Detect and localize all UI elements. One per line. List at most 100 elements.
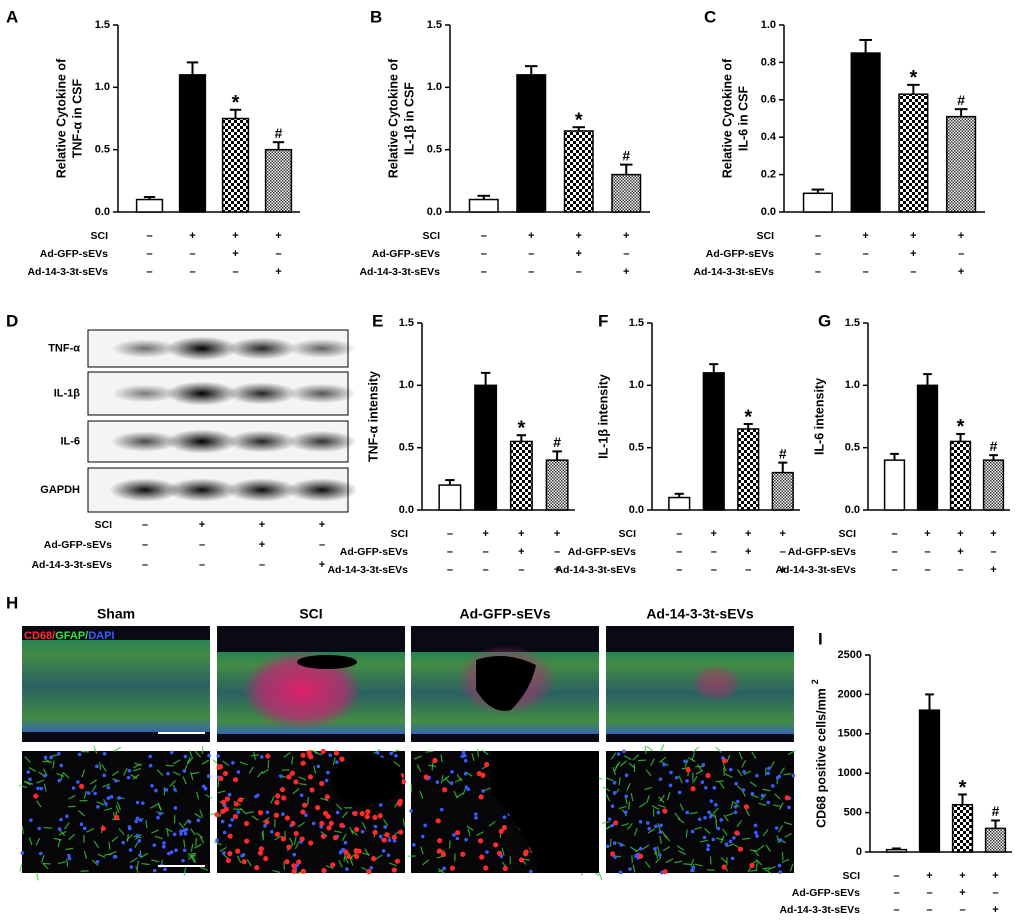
condition-sign: +: [319, 559, 325, 571]
astrocyte: [130, 774, 138, 779]
condition-sign: –: [711, 564, 717, 576]
blot-band: [111, 339, 179, 358]
condition-sign: –: [447, 528, 453, 540]
astrocyte: [632, 754, 640, 761]
astrocyte: [178, 822, 185, 829]
astrocyte: [416, 764, 422, 772]
astrocyte: [341, 811, 348, 819]
group-title: SCI: [299, 606, 322, 622]
condition-label: Ad-14-3-3t-sEVs: [775, 564, 856, 576]
astrocyte: [657, 804, 666, 808]
nucleus: [220, 819, 225, 824]
astrocyte: [310, 749, 319, 754]
macrophage: [394, 858, 401, 864]
astrocyte: [113, 746, 122, 752]
astrocyte: [688, 757, 696, 763]
astrocyte: [195, 837, 198, 846]
nucleus: [659, 823, 663, 828]
condition-sign: –: [893, 887, 899, 899]
astrocyte: [188, 749, 193, 758]
astrocyte: [697, 763, 703, 772]
nucleus: [167, 851, 171, 856]
astrocyte: [789, 863, 794, 872]
macrophage: [300, 809, 306, 815]
y-tick-label: 0.0: [761, 206, 776, 218]
nucleus: [326, 770, 330, 775]
astrocyte: [35, 837, 41, 846]
astrocyte: [481, 749, 489, 756]
astrocyte: [245, 811, 254, 814]
condition-sign: +: [189, 230, 195, 242]
significance-mark: *: [959, 777, 967, 799]
astrocyte: [715, 780, 724, 783]
macrophage: [214, 812, 220, 818]
macrophage: [749, 862, 755, 869]
macrophage: [300, 868, 307, 874]
astrocyte: [689, 811, 698, 815]
condition-sign: –: [863, 266, 869, 278]
astrocyte: [291, 756, 294, 765]
macrophage: [477, 838, 484, 844]
astrocyte: [476, 831, 484, 836]
astrocyte: [664, 834, 671, 842]
condition-sign: –: [189, 248, 195, 260]
condition-sign: –: [623, 248, 629, 260]
nucleus: [760, 793, 765, 798]
astrocyte: [183, 867, 187, 876]
condition-sign: –: [146, 248, 152, 260]
astrocyte: [154, 835, 163, 840]
astrocyte: [36, 779, 45, 784]
nucleus: [269, 829, 274, 834]
astrocyte: [440, 754, 443, 763]
condition-sign: –: [481, 230, 487, 242]
condition-sign: –: [676, 546, 682, 558]
nucleus: [179, 829, 183, 834]
nucleus: [106, 796, 111, 800]
nucleus: [690, 868, 694, 873]
nucleus: [316, 764, 321, 769]
astrocyte: [183, 839, 186, 848]
bar: [668, 496, 691, 511]
y-tick-label: 1.0: [629, 379, 644, 391]
astrocyte: [618, 805, 627, 810]
nucleus: [57, 827, 62, 831]
macrophage: [320, 748, 326, 754]
astrocyte: [414, 755, 422, 760]
macrophage: [319, 780, 325, 787]
nucleus: [95, 859, 100, 864]
astrocyte: [618, 777, 621, 786]
macrophage: [254, 865, 260, 871]
stain-label: GFAP/: [55, 630, 88, 642]
astrocyte: [626, 822, 633, 831]
nucleus: [685, 810, 690, 815]
condition-sign: +: [910, 248, 916, 260]
macrophage: [258, 846, 264, 852]
nucleus: [668, 783, 673, 788]
nucleus: [733, 810, 738, 815]
macrophage: [705, 772, 711, 779]
nucleus: [461, 750, 466, 755]
astrocyte: [383, 818, 389, 827]
astrocyte: [190, 854, 195, 863]
astrocyte: [274, 835, 282, 841]
macrophage: [437, 838, 443, 844]
nucleus: [389, 751, 393, 756]
condition-sign: –: [528, 266, 534, 278]
astrocyte: [41, 854, 45, 863]
nucleus: [622, 749, 626, 754]
stain-label: DAPI: [88, 630, 114, 642]
astrocyte: [442, 775, 450, 782]
nucleus: [674, 775, 679, 780]
astrocyte: [630, 793, 634, 802]
macrophage: [518, 857, 525, 863]
nucleus: [29, 818, 33, 823]
astrocyte: [665, 858, 674, 864]
bar: [771, 471, 794, 511]
y-tick-label: 1.0: [761, 19, 776, 31]
astrocyte: [783, 773, 792, 776]
astrocyte: [598, 872, 603, 880]
condition-sign: –: [990, 546, 996, 558]
astrocyte: [217, 790, 226, 794]
bar: [802, 192, 833, 213]
nucleus: [474, 812, 478, 816]
